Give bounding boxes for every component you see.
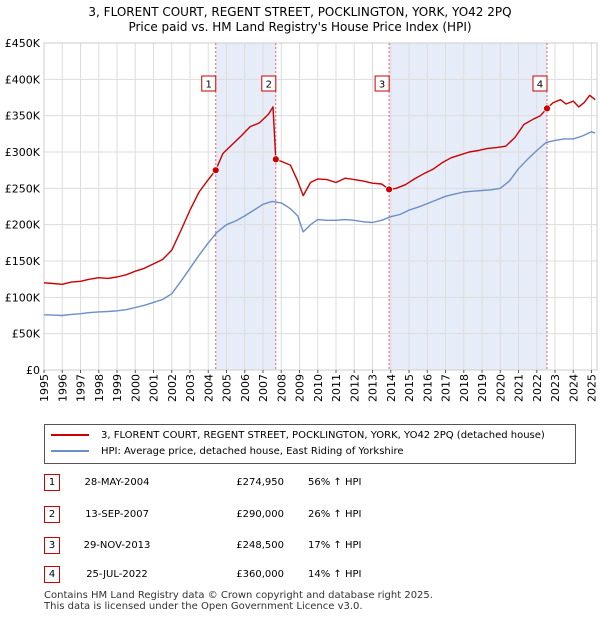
x-tick-label: 2004	[202, 374, 215, 402]
y-tick-label: £100K	[5, 291, 41, 304]
sale-label: 1	[206, 80, 212, 91]
x-tick-label: 1997	[75, 374, 88, 402]
legend-label-property: 3, FLORENT COURT, REGENT STREET, POCKLIN…	[101, 430, 545, 441]
transaction-hpi: 14% ↑ HPI	[308, 569, 362, 580]
x-tick-label: 2000	[129, 374, 142, 402]
transaction-price: £274,950	[236, 477, 284, 488]
sale-marker	[385, 185, 394, 194]
transaction-price: £360,000	[236, 569, 284, 580]
x-tick-label: 2003	[184, 374, 197, 402]
transaction-hpi: 56% ↑ HPI	[308, 477, 362, 488]
x-tick-label: 2022	[531, 374, 544, 402]
transaction-hpi: 26% ↑ HPI	[308, 509, 362, 520]
y-tick-label: £400K	[5, 73, 41, 86]
x-tick-label: 2001	[148, 374, 161, 402]
x-tick-label: 2021	[513, 374, 526, 402]
legend-swatch-property	[51, 434, 89, 436]
sale-marker	[543, 104, 551, 113]
x-tick-label: 2016	[421, 374, 434, 402]
x-tick-label: 2006	[239, 374, 252, 402]
sale-marker	[271, 155, 280, 164]
transaction-price: £290,000	[236, 509, 284, 520]
x-tick-label: 2025	[586, 374, 599, 402]
x-axis: 1995 1996 1997 1998 1999 2000 2001 2002 2003 2004…	[38, 370, 599, 402]
x-tick-label: 2020	[494, 374, 507, 402]
footer-copyright: Contains HM Land Registry data © Crown c…	[44, 590, 433, 601]
sale-label: 2	[266, 80, 272, 91]
transaction-number: 1	[44, 474, 60, 491]
sale-label: 4	[537, 80, 543, 91]
x-tick-label: 2005	[221, 374, 234, 402]
sale-markers: 1 2 3 4	[201, 75, 551, 194]
x-tick-label: 2009	[294, 374, 307, 402]
x-tick-label: 2013	[367, 374, 380, 402]
legend: 3, FLORENT COURT, REGENT STREET, POCKLIN…	[44, 424, 576, 464]
sale-label-box	[374, 75, 390, 92]
sale-label-box	[261, 75, 277, 92]
y-tick-label: £200K	[5, 219, 41, 232]
transaction-date: 28-MAY-2004	[84, 477, 150, 488]
sale-lines	[215, 43, 548, 370]
x-tick-label: 2010	[312, 374, 325, 402]
x-tick-label: 2019	[476, 374, 489, 402]
x-tick-label: 2002	[166, 374, 179, 402]
x-tick-label: 2007	[257, 374, 270, 402]
legend-label-hpi: HPI: Average price, detached house, East…	[101, 446, 404, 457]
y-tick-label: £0	[26, 364, 40, 377]
transaction-price: £248,500	[236, 540, 284, 551]
sale-bands	[215, 43, 547, 370]
legend-swatch-hpi	[51, 450, 89, 452]
transaction-date: 29-NOV-2013	[83, 540, 151, 551]
y-tick-label: £450K	[5, 37, 41, 50]
y-tick-label: £150K	[5, 255, 41, 268]
sale-band	[389, 43, 547, 370]
transaction-date: 13-SEP-2007	[85, 509, 149, 520]
property-price-line	[43, 94, 596, 285]
series-lines	[43, 94, 596, 317]
sale-band	[215, 43, 276, 370]
transaction-date: 25-JUL-2022	[86, 569, 148, 580]
x-tick-label: 2012	[348, 374, 361, 402]
x-tick-label: 1998	[93, 374, 106, 402]
x-tick-label: 1999	[111, 374, 124, 402]
x-tick-label: 1995	[38, 374, 51, 402]
legend-item-hpi: HPI: Average price, detached house, East…	[51, 444, 404, 460]
sale-label: 3	[379, 80, 385, 91]
legend-item-property: 3, FLORENT COURT, REGENT STREET, POCKLIN…	[51, 428, 545, 444]
sale-marker	[211, 166, 220, 175]
y-tick-label: £250K	[5, 182, 41, 195]
y-axis: £0 £50K £100K £150K £200K £250K £300K £350K £400…	[5, 37, 41, 377]
sale-label-box	[201, 75, 217, 92]
x-tick-label: 2024	[567, 374, 580, 402]
x-tick-label: 2017	[440, 374, 453, 402]
chart-subtitle: Price paid vs. HM Land Registry's House …	[128, 20, 472, 34]
x-tick-label: 2011	[330, 374, 343, 402]
chart-grid	[43, 42, 598, 371]
x-tick-label: 2008	[275, 374, 288, 402]
x-tick-label: 2018	[458, 374, 471, 402]
x-tick-label: 1996	[56, 374, 69, 402]
transaction-hpi: 17% ↑ HPI	[308, 540, 362, 551]
y-tick-label: £300K	[5, 146, 41, 159]
footer-licence: This data is licensed under the Open Gov…	[44, 601, 363, 612]
y-tick-label: £50K	[12, 328, 41, 341]
transaction-number: 4	[44, 566, 60, 583]
sale-label-box	[532, 75, 548, 92]
price-chart: 1 2 3 4 £0 £50K £100K £150K £200K £250K £300K £350…	[5, 37, 599, 402]
transaction-number: 3	[44, 537, 60, 554]
chart-title: 3, FLORENT COURT, REGENT STREET, POCKLIN…	[88, 5, 512, 19]
x-tick-label: 2014	[385, 374, 398, 402]
plot-frame	[43, 42, 598, 371]
hpi-line	[43, 130, 596, 317]
transaction-number: 2	[44, 506, 60, 523]
x-tick-label: 2015	[403, 374, 416, 402]
x-tick-label: 2023	[549, 374, 562, 402]
footer: Contains HM Land Registry data © Crown c…	[44, 590, 433, 612]
y-tick-label: £350K	[5, 110, 41, 123]
